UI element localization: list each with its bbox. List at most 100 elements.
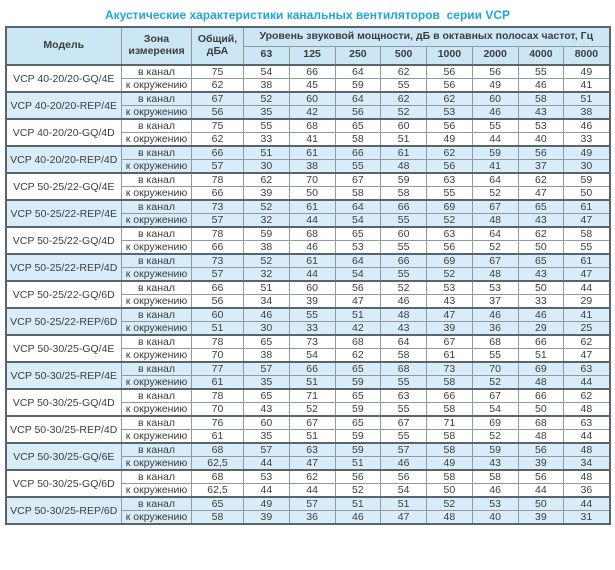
level-cell: 59 (334, 375, 382, 390)
level-cell: 70 (471, 361, 519, 376)
level-cell: 56 (517, 469, 565, 484)
total-dba-cell: 73 (191, 199, 244, 214)
level-cell: 34 (243, 294, 290, 309)
level-cell: 40 (471, 510, 519, 525)
level-cell: 54 (334, 213, 382, 228)
table-row: к окружению 62,5 44 47 51 46 49 43 39 34 (6, 456, 610, 471)
model-cell: VCP 50-30/25-REP/4D (5, 415, 122, 444)
level-cell: 52 (471, 429, 519, 444)
level-cell: 38 (563, 105, 610, 120)
level-cell: 66 (517, 388, 565, 403)
level-cell: 53 (471, 496, 519, 511)
level-cell: 29 (517, 321, 565, 336)
level-cell: 44 (563, 429, 610, 444)
table-row: VCP 50-25/22-REP/4D в канал 73 52 61 64 66 69 67… (5, 253, 610, 282)
level-cell: 46 (471, 483, 519, 498)
level-cell: 55 (471, 118, 519, 133)
level-cell: 44 (471, 132, 519, 147)
total-dba-cell: 61 (191, 375, 244, 390)
level-cell: 58 (471, 469, 519, 484)
zone-cell: в канал (121, 361, 192, 376)
table-row: к окружению 61 35 51 59 55 58 52 48 44 (6, 375, 610, 390)
level-cell: 55 (380, 267, 427, 282)
model-cell: VCP 40-20/20-REP/4E (5, 91, 122, 120)
zone-cell: в канал (121, 469, 192, 484)
level-cell: 44 (563, 375, 610, 390)
level-cell: 44 (563, 280, 610, 295)
total-dba-cell: 61 (191, 429, 244, 444)
total-dba-cell: 76 (191, 415, 244, 430)
level-cell: 50 (563, 186, 610, 201)
level-cell: 32 (243, 213, 290, 228)
level-cell: 58 (426, 442, 473, 457)
zone-cell: к окружению (121, 348, 192, 363)
level-cell: 46 (517, 307, 565, 322)
table-row: к окружению 58 39 36 46 47 48 40 39 31 (6, 510, 610, 525)
total-dba-cell: 78 (191, 388, 244, 403)
level-cell: 48 (563, 442, 610, 457)
level-cell: 60 (288, 91, 336, 106)
table-row: к окружению 57 32 44 54 55 52 48 43 47 (6, 267, 610, 282)
level-cell: 51 (380, 132, 427, 147)
level-cell: 65 (334, 118, 382, 133)
table-row: к окружению 56 34 39 47 46 43 37 33 29 (6, 294, 610, 309)
level-cell: 51 (334, 456, 382, 471)
level-cell: 51 (334, 307, 382, 322)
level-cell: 50 (517, 496, 565, 511)
level-cell: 43 (471, 456, 519, 471)
level-cell: 73 (426, 361, 473, 376)
level-cell: 64 (334, 64, 382, 79)
level-cell: 61 (563, 253, 610, 268)
total-dba-cell: 57 (191, 267, 244, 282)
level-cell: 43 (517, 267, 565, 282)
total-dba-cell: 66 (191, 186, 244, 201)
zone-cell: к окружению (121, 456, 192, 471)
total-dba-cell: 75 (191, 118, 244, 133)
level-cell: 64 (334, 91, 382, 106)
level-cell: 51 (563, 91, 610, 106)
level-cell: 39 (426, 321, 473, 336)
table-row: к окружению 57 30 38 55 48 56 41 37 30 (6, 159, 610, 174)
zone-cell: к окружению (121, 105, 192, 120)
level-cell: 60 (243, 415, 290, 430)
total-dba-cell: 51 (191, 321, 244, 336)
level-cell: 30 (243, 159, 290, 174)
zone-cell: к окружению (121, 483, 192, 498)
level-cell: 43 (517, 213, 565, 228)
level-cell: 58 (426, 402, 473, 417)
level-cell: 46 (517, 78, 565, 93)
level-cell: 64 (471, 172, 519, 187)
level-cell: 51 (243, 280, 290, 295)
model-cell: VCP 40-20/20-GQ/4E (5, 64, 122, 93)
level-cell: 71 (288, 388, 336, 403)
level-cell: 61 (380, 145, 427, 160)
table-row: VCP 50-30/25-GQ/4E в канал 78 65 73 68 64 67 68 6… (5, 334, 610, 363)
level-cell: 38 (243, 78, 290, 93)
total-dba-cell: 62 (191, 78, 244, 93)
level-cell: 25 (563, 321, 610, 336)
level-cell: 56 (471, 64, 519, 79)
level-cell: 65 (334, 388, 382, 403)
level-cell: 55 (380, 402, 427, 417)
level-cell: 51 (517, 348, 565, 363)
total-dba-cell: 57 (191, 159, 244, 174)
level-cell: 59 (243, 226, 290, 241)
level-cell: 53 (243, 469, 290, 484)
level-cell: 56 (334, 280, 382, 295)
model-cell: VCP 40-20/20-REP/4D (5, 145, 122, 174)
header-frequency: 8000 (563, 45, 610, 66)
level-cell: 55 (471, 348, 519, 363)
total-dba-cell: 62 (191, 132, 244, 147)
level-cell: 47 (288, 456, 336, 471)
level-cell: 35 (243, 375, 290, 390)
level-cell: 61 (426, 348, 473, 363)
level-cell: 58 (517, 91, 565, 106)
table-row: к окружению 57 32 44 54 55 52 48 43 47 (6, 213, 610, 228)
header-frequency: 500 (380, 45, 427, 66)
level-cell: 46 (563, 118, 610, 133)
level-cell: 46 (380, 456, 427, 471)
level-cell: 57 (243, 442, 290, 457)
level-cell: 56 (426, 78, 473, 93)
total-dba-cell: 67 (191, 91, 244, 106)
zone-cell: в канал (121, 172, 192, 187)
